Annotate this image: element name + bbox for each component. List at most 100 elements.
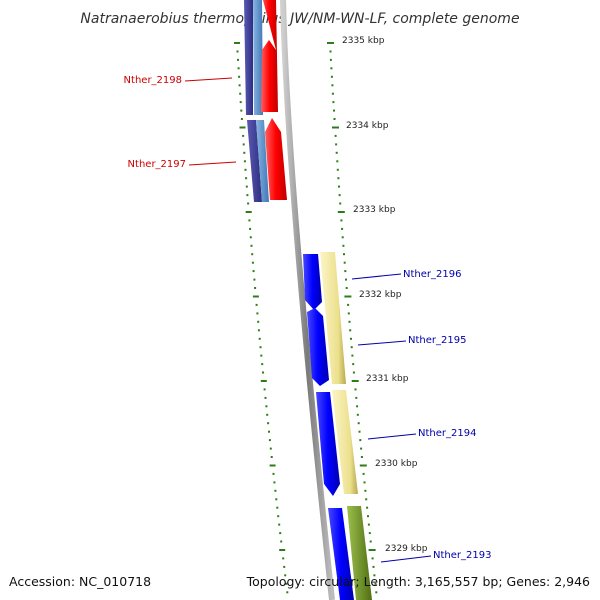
scale-tick (347, 312, 350, 315)
scale-tick (285, 582, 288, 585)
scale-tick (329, 58, 332, 61)
scale-tick (372, 565, 375, 568)
leader-line-2196 (351, 273, 402, 280)
scale-tick (236, 50, 239, 53)
scale-tick (371, 557, 374, 560)
kbp-label: 2335 kbp (342, 36, 385, 46)
scale-tick (269, 447, 272, 450)
scale-tick (331, 92, 334, 95)
genome-summary-text: Topology: circular; Length: 3,165,557 bp… (246, 574, 590, 589)
cds-block-yellow (320, 252, 358, 494)
scale-tick (369, 540, 372, 543)
scale-tick (280, 540, 283, 543)
scale-tick (329, 50, 332, 53)
scale-tick (253, 278, 256, 281)
scale-tick (332, 101, 335, 104)
leader-line-2193 (380, 555, 432, 563)
scale-tick (338, 185, 340, 188)
leader-line-2198 (184, 77, 233, 82)
kbp-label: 2331 kbp (366, 374, 409, 384)
scale-tick (267, 422, 270, 425)
gene-label-leaders (184, 77, 432, 563)
scale-tick (257, 320, 260, 323)
scale-tick (237, 67, 240, 70)
scale-tick (242, 134, 245, 137)
scale-tick (257, 329, 260, 332)
gene-arrow-nther-2196 (303, 254, 322, 310)
scale-tick (246, 194, 249, 197)
scale-tick (273, 481, 276, 484)
scale-tick (262, 371, 264, 374)
scale-tick (345, 287, 348, 289)
scale-tick (347, 303, 350, 306)
scale-tick (367, 523, 370, 526)
gene-arrow-nther-2195 (307, 308, 329, 386)
scale-tick (333, 109, 335, 112)
left-tick-ring (234, 42, 289, 594)
scale-tick (258, 337, 261, 340)
scale-tick (243, 151, 246, 154)
leader-line-2194 (367, 433, 417, 440)
scale-tick (237, 58, 239, 61)
scale-tick (249, 227, 252, 230)
scale-tick (366, 506, 369, 509)
scale-tick (234, 42, 240, 44)
scale-tick (335, 151, 338, 154)
scale-tick (284, 574, 287, 577)
scale-tick (375, 591, 378, 594)
cds-bar-sky-2198 (253, 0, 263, 115)
scale-tick (341, 227, 344, 230)
scale-tick (341, 236, 344, 239)
scale-tick (340, 219, 343, 222)
scale-tick (255, 303, 258, 306)
scale-tick (336, 160, 339, 163)
scale-tick (263, 388, 266, 391)
scale-tick (342, 244, 345, 247)
cds-block-top (244, 0, 269, 202)
scale-tick (365, 498, 368, 501)
scale-tick (268, 430, 270, 433)
scale-tick (343, 253, 345, 256)
scale-tick (256, 312, 259, 315)
cds-bar-green (347, 506, 372, 600)
scale-tick (354, 388, 357, 391)
scale-tick (368, 549, 376, 551)
scale-tick (239, 92, 242, 95)
cds-bar-yellow-2 (332, 390, 358, 494)
scale-tick (250, 244, 253, 247)
scale-tick (270, 456, 273, 458)
scale-tick (363, 481, 366, 484)
scale-tick (344, 295, 352, 298)
scale-tick (352, 371, 355, 374)
genome-backbone (280, 0, 335, 600)
scale-tick (345, 278, 347, 281)
scale-tick (266, 413, 269, 416)
scale-tick (358, 430, 361, 433)
gene-arrow-nther-2197 (265, 118, 287, 200)
scale-tick (252, 270, 255, 273)
cds-bar-navy-2198 (244, 0, 253, 115)
scale-tick (240, 109, 243, 112)
scale-tick (251, 261, 254, 264)
scale-tick (238, 75, 241, 78)
kbp-label: 2329 kbp (385, 544, 428, 554)
scale-tick (238, 84, 241, 87)
scale-tick (368, 532, 371, 535)
gene-label-nther-2193: Nther_2193 (433, 550, 491, 561)
scale-tick (359, 464, 367, 467)
scale-tick (330, 75, 333, 78)
gene-arrow-nther-2198 (261, 0, 278, 112)
scale-tick (265, 405, 268, 408)
scale-tick (334, 134, 337, 137)
scale-tick (243, 160, 246, 163)
right-tick-ring (327, 42, 378, 594)
scale-tick (264, 396, 267, 399)
scale-tick (327, 42, 334, 44)
map-title: Natranaerobius thermophilus JW/NM-WN-LF,… (80, 11, 519, 27)
scale-tick (245, 185, 248, 188)
scale-tick (276, 506, 279, 509)
scale-tick (282, 557, 285, 560)
scale-tick (356, 405, 359, 408)
scale-tick (356, 413, 359, 416)
